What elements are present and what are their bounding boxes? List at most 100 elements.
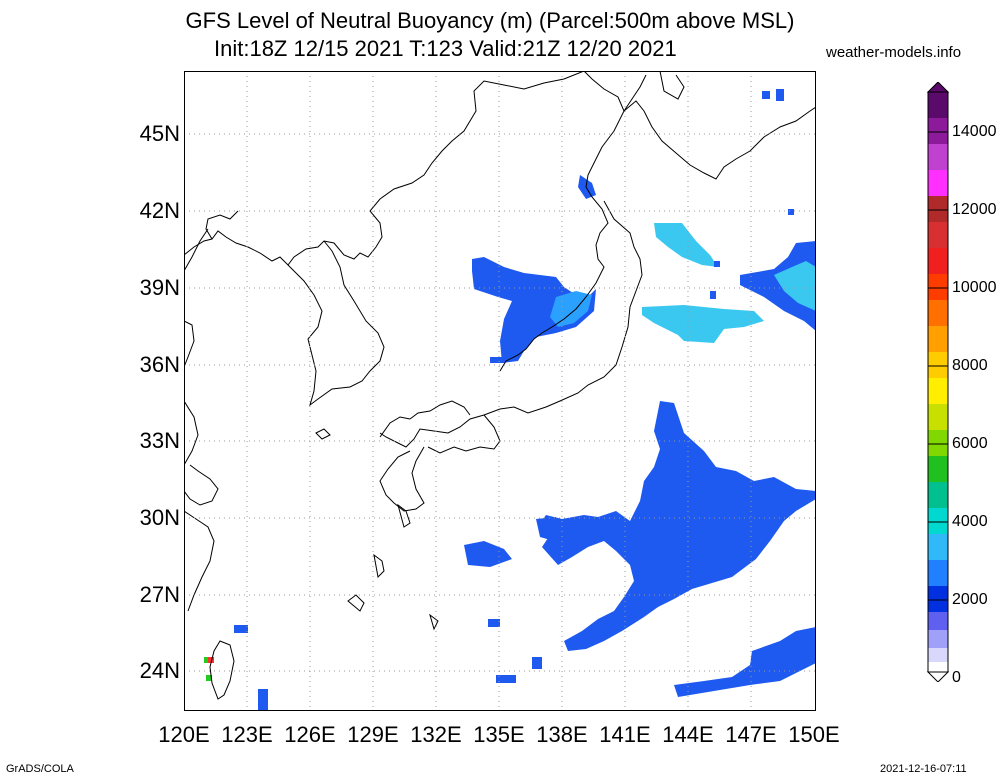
buoyancy-shading [204, 89, 816, 711]
coastline [429, 613, 439, 631]
shade-area [740, 241, 816, 331]
coastline [184, 510, 215, 612]
lat-label: 42N [139, 198, 180, 223]
map-plot [184, 71, 816, 711]
shade-area [778, 647, 800, 671]
colorbar-swatch [928, 508, 948, 534]
colorbar-swatch [928, 92, 948, 118]
colorbar-bottom-arrow [926, 671, 950, 682]
colorbar-swatch [928, 456, 948, 482]
coastline [659, 71, 685, 100]
lat-label: 27N [139, 582, 180, 607]
colorbar [926, 82, 950, 682]
shade-area [204, 657, 210, 663]
colorbar-swatch [928, 612, 948, 630]
colorbar-label: 4000 [952, 513, 988, 530]
shade-area [714, 261, 720, 267]
shade-area [472, 257, 596, 363]
coastline [409, 400, 471, 420]
colorbar-label: 2000 [952, 591, 988, 608]
colorbar-swatch [928, 430, 948, 456]
coastline [184, 71, 585, 266]
shade-area [578, 175, 596, 199]
coastline [184, 400, 199, 466]
shade-area [762, 91, 770, 99]
colorbar-label: 8000 [952, 357, 988, 374]
coastline [287, 240, 385, 407]
footer-credit: GrADS/COLA [6, 763, 74, 775]
coastline [379, 200, 643, 448]
shade-area [490, 357, 504, 363]
lat-label: 24N [139, 658, 180, 683]
colorbar-swatch [928, 144, 948, 170]
colorbar-swatch [928, 404, 948, 430]
coastline [184, 464, 219, 506]
lon-label: 132E [410, 722, 462, 747]
colorbar-top-arrow [926, 82, 950, 93]
shade-area [258, 689, 268, 711]
map-title: GFS Level of Neutral Buoyancy (m) (Parce… [185, 8, 795, 33]
colorbar-swatch [928, 248, 948, 274]
lon-label: 144E [662, 722, 714, 747]
shade-area [234, 625, 248, 633]
coastline [315, 428, 331, 440]
shade-area [488, 619, 500, 627]
coastline [379, 446, 425, 512]
lat-label: 45N [139, 121, 180, 146]
lon-label: 120E [158, 722, 210, 747]
lat-label: 30N [139, 505, 180, 530]
shade-area [776, 89, 784, 101]
coastline [379, 416, 411, 438]
colorbar-swatch [928, 274, 948, 300]
coastline [397, 503, 411, 528]
shade-area [710, 291, 716, 299]
coastline [347, 594, 365, 612]
colorbar-swatch [928, 630, 948, 648]
map-subtitle: Init:18Z 12/15 2021 T:123 Valid:21Z 12/2… [214, 36, 677, 61]
colorbar-swatch [928, 560, 948, 586]
plot-frame [184, 71, 816, 711]
colorbar-label: 0 [952, 669, 961, 686]
lat-label: 39N [139, 275, 180, 300]
lon-label: 138E [536, 722, 588, 747]
shade-area [208, 657, 214, 663]
shade-area [464, 541, 512, 567]
colorbar-swatch [928, 196, 948, 222]
colorbar-swatch [928, 648, 948, 662]
coastline [427, 414, 501, 454]
colorbar-swatch [928, 326, 948, 352]
shade-area [774, 261, 816, 311]
lat-label: 33N [139, 428, 180, 453]
shade-area [540, 401, 816, 651]
shade-area [496, 675, 516, 683]
colorbar-label: 12000 [952, 201, 997, 218]
colorbar-swatch [928, 378, 948, 404]
coastline [373, 553, 385, 579]
coastline [184, 228, 209, 272]
coastlines [184, 71, 816, 700]
lon-label: 150E [788, 722, 840, 747]
colorbar-label: 6000 [952, 435, 988, 452]
colorbar-swatch [928, 222, 948, 248]
colorbar-swatch [928, 300, 948, 326]
coastline [184, 320, 195, 368]
lon-label: 141E [599, 722, 651, 747]
coastline [499, 71, 625, 372]
lon-label: 135E [473, 722, 525, 747]
colorbar-swatch [928, 534, 948, 560]
shade-area [550, 291, 592, 327]
coastline [209, 640, 235, 700]
shade-area [654, 223, 718, 267]
lon-label: 126E [284, 722, 336, 747]
shade-area [536, 517, 562, 541]
colorbar-swatch [928, 118, 948, 144]
shade-area [788, 209, 794, 215]
lat-label: 36N [139, 352, 180, 377]
shade-area [532, 657, 542, 669]
colorbar-swatch [928, 482, 948, 508]
coastline [623, 74, 647, 112]
lon-label: 129E [347, 722, 399, 747]
colorbar-swatch [928, 586, 948, 612]
colorbar-swatch [928, 170, 948, 196]
colorbar-label: 14000 [952, 123, 997, 140]
